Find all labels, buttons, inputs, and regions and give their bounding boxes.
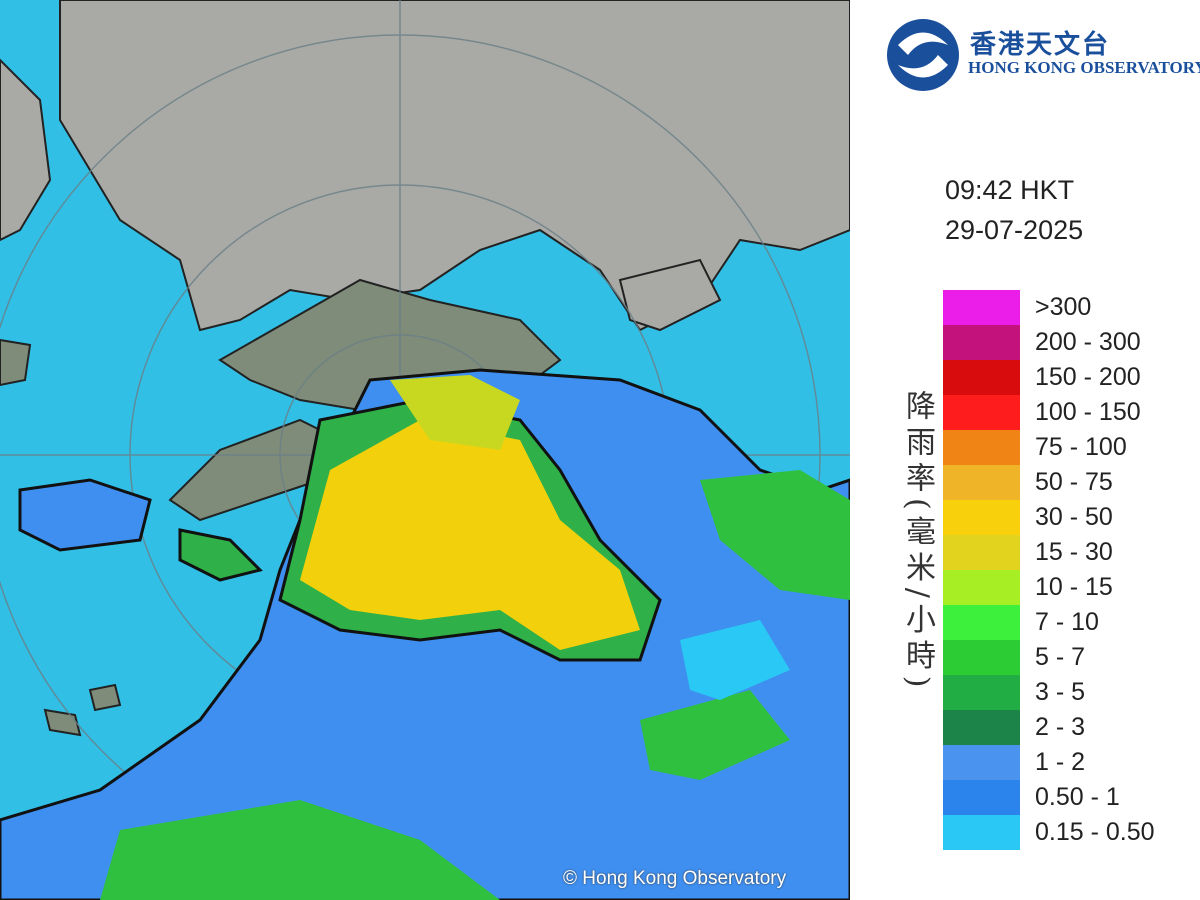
legend-swatch: [943, 815, 1020, 850]
legend-label: 2 - 3: [1035, 713, 1086, 741]
time: 09:42 HKT: [945, 175, 1075, 205]
logo-chinese: 香港天文台: [970, 30, 1111, 60]
date: 29-07-2025: [945, 215, 1084, 245]
legend-label: 7 - 10: [1035, 608, 1099, 636]
legend-swatch: [943, 430, 1020, 465]
logo-icon: [887, 19, 959, 91]
legend-panel: 香港天文台 HONG KONG OBSERVATORY 09:42 HKT 29…: [850, 0, 1200, 900]
legend-swatch: [943, 325, 1020, 360]
legend-swatch: [943, 710, 1020, 745]
legend-label: 10 - 15: [1035, 573, 1113, 601]
legend-swatch: [943, 395, 1020, 430]
legend-swatch: [943, 500, 1020, 535]
legend-swatch: [943, 535, 1020, 570]
legend-swatch: [943, 570, 1020, 605]
radar-map: [0, 0, 850, 900]
legend-label: >300: [1035, 293, 1092, 321]
legend-label: 0.50 - 1: [1035, 783, 1120, 811]
legend-label: 3 - 5: [1035, 678, 1086, 706]
legend-label: 0.15 - 0.50: [1035, 818, 1155, 846]
legend-label: 150 - 200: [1035, 363, 1141, 391]
legend-label: 15 - 30: [1035, 538, 1113, 566]
legend-label: 1 - 2: [1035, 748, 1086, 776]
legend-swatch: [943, 360, 1020, 395]
legend-label: 75 - 100: [1035, 433, 1127, 461]
legend-swatch: [943, 290, 1020, 325]
legend-label: 30 - 50: [1035, 503, 1113, 531]
copyright: © Hong Kong Observatory: [563, 868, 787, 889]
legend-swatch: [943, 745, 1020, 780]
logo-english: HONG KONG OBSERVATORY: [968, 58, 1200, 77]
legend-swatch: [943, 675, 1020, 710]
legend-swatch: [943, 780, 1020, 815]
legend-label: 200 - 300: [1035, 328, 1141, 356]
legend-label: 5 - 7: [1035, 643, 1086, 671]
legend-swatch: [943, 605, 1020, 640]
legend-swatch: [943, 640, 1020, 675]
legend-label: 50 - 75: [1035, 468, 1113, 496]
legend-label: 100 - 150: [1035, 398, 1141, 426]
legend-title: 降雨率(毫米/小時): [900, 390, 935, 694]
legend-swatch: [943, 465, 1020, 500]
